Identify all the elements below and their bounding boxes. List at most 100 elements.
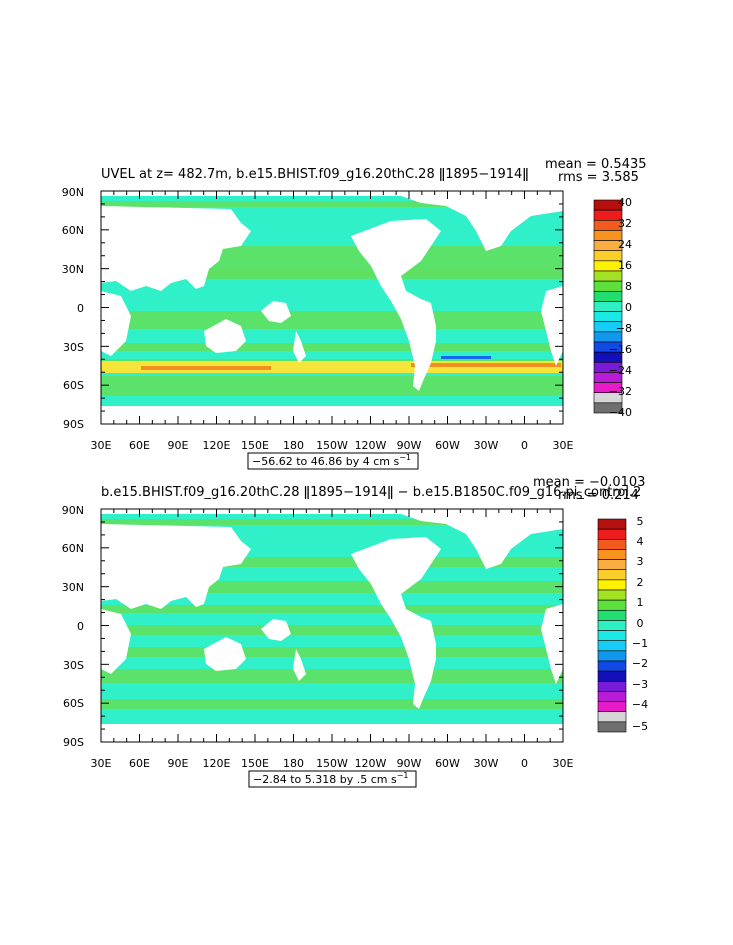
lon-label: 30E — [91, 757, 112, 770]
lon-label: 30W — [474, 439, 499, 452]
colorbar-swatch — [597, 518, 627, 530]
range-label-text: −56.62 to 46.86 by 4 cm s — [252, 455, 399, 468]
land-mask — [101, 206, 251, 291]
lon-label: 120E — [203, 757, 231, 770]
colorbar-label: −24 — [609, 364, 632, 377]
velocity-band — [101, 269, 563, 279]
colorbar-label: 0 — [625, 301, 632, 314]
range-label-exponent: −1 — [397, 771, 409, 780]
map-field — [101, 191, 563, 424]
lat-label: 90S — [63, 418, 84, 431]
colorbar-swatch — [597, 711, 627, 723]
colorbar-swatch — [597, 589, 627, 601]
colorbar-swatch — [597, 620, 627, 631]
velocity-band — [101, 376, 563, 396]
lon-label: 180 — [283, 757, 304, 770]
colorbar-swatch — [597, 538, 627, 550]
rms-stat: rms = 3.585 — [558, 170, 639, 185]
colorbar-labels: 40 32 24 16 8 0 −8 −16 −24 −32 −40 — [609, 196, 632, 419]
velocity-band — [101, 201, 563, 207]
lon-label: 150W — [316, 439, 348, 452]
range-box-frame — [247, 452, 419, 470]
colorbar-label: −5 — [632, 720, 648, 733]
panel-upper: UVEL at z= 482.7m, b.e15.BHIST.f09_g16.2… — [62, 157, 647, 470]
colorbar-swatch — [593, 280, 623, 292]
lat-label: 0 — [77, 302, 84, 315]
lat-label: 60N — [62, 542, 84, 555]
colorbar-swatch — [597, 680, 627, 692]
axis-ticks — [100, 508, 564, 743]
colorbar-label: −3 — [632, 678, 648, 691]
lat-axis-labels: 90N 60N 30N 0 30S 60S 90S — [62, 504, 84, 749]
velocity-band — [101, 311, 563, 329]
lon-label: 120W — [355, 439, 387, 452]
colorbar-label: −2 — [632, 657, 648, 670]
range-label-exponent: −1 — [399, 453, 411, 462]
colorbar-swatch — [593, 402, 623, 414]
colorbar-label: 16 — [618, 259, 632, 272]
colorbar-swatch — [597, 559, 627, 571]
land-mask — [261, 619, 291, 641]
colorbar-swatch — [597, 721, 627, 733]
mean-stat: mean = 0.5435 — [545, 157, 647, 172]
rms-stat: rms = 0.214 — [558, 488, 639, 503]
colorbar-swatch — [597, 640, 627, 652]
colorbar-swatch — [597, 549, 627, 560]
land-mask — [101, 524, 251, 609]
axis-ticks — [100, 190, 564, 425]
panel-title: UVEL at z= 482.7m, b.e15.BHIST.f09_g16.2… — [101, 167, 529, 182]
colorbar-swatch — [597, 630, 627, 642]
velocity-band — [101, 669, 563, 683]
colorbar-label: 24 — [618, 238, 632, 251]
lat-label: 30N — [62, 263, 84, 276]
velocity-band — [101, 343, 563, 351]
land-mask — [293, 331, 306, 363]
lon-label: 150E — [241, 757, 269, 770]
lon-label: 150W — [316, 757, 348, 770]
land-mask — [401, 514, 563, 569]
colorbar-label: −32 — [609, 385, 632, 398]
colorbar-swatch — [597, 660, 627, 672]
lon-label: 90E — [168, 757, 189, 770]
lon-label: 90E — [168, 439, 189, 452]
lon-label: 90W — [397, 439, 422, 452]
range-label-text: −2.84 to 5.318 by .5 cm s — [253, 773, 397, 786]
colorbar-label: 0 — [637, 617, 644, 630]
lon-label: 60E — [129, 439, 150, 452]
velocity-band — [101, 557, 563, 567]
lon-label: 0 — [521, 757, 528, 770]
lat-label: 90N — [62, 186, 84, 199]
colorbar-swatch — [597, 579, 627, 591]
colorbar-swatch — [593, 301, 623, 312]
land-mask — [401, 196, 563, 251]
lon-label: 60E — [129, 757, 150, 770]
colorbar-label: −8 — [616, 322, 632, 335]
colorbar-label: 8 — [625, 280, 632, 293]
jet-core — [411, 363, 561, 367]
lat-label: 60S — [63, 379, 84, 392]
lat-axis-labels: 90N 60N 30N 0 30S 60S 90S — [62, 186, 84, 431]
colorbar-label: −1 — [632, 637, 648, 650]
colorbar-label: 2 — [637, 576, 644, 589]
lon-label: 0 — [521, 439, 528, 452]
lon-label: 60W — [435, 757, 460, 770]
lon-axis-labels: 30E 60E 90E 120E 150E 180 150W 120W 90W … — [91, 757, 574, 770]
lat-label: 60N — [62, 224, 84, 237]
lon-label: 30W — [474, 757, 499, 770]
colorbar-label: −16 — [609, 343, 632, 356]
colorbar — [593, 199, 623, 414]
range-box: −2.84 to 5.318 by .5 cm s−1 — [248, 770, 417, 788]
velocity-band — [101, 605, 563, 613]
range-box: −56.62 to 46.86 by 4 cm s−1 — [247, 452, 419, 470]
velocity-band — [101, 625, 563, 635]
lat-label: 60S — [63, 697, 84, 710]
lon-label: 30E — [553, 439, 574, 452]
colorbar-labels: 5 4 3 2 1 0 −1 −2 −3 −4 −5 — [632, 515, 648, 733]
land-mask — [204, 319, 246, 353]
colorbar-swatch — [597, 650, 627, 662]
colorbar-label: 4 — [637, 535, 644, 548]
mean-stat: mean = −0.0103 — [533, 475, 645, 490]
map-field — [101, 509, 563, 742]
lat-label: 30N — [62, 581, 84, 594]
